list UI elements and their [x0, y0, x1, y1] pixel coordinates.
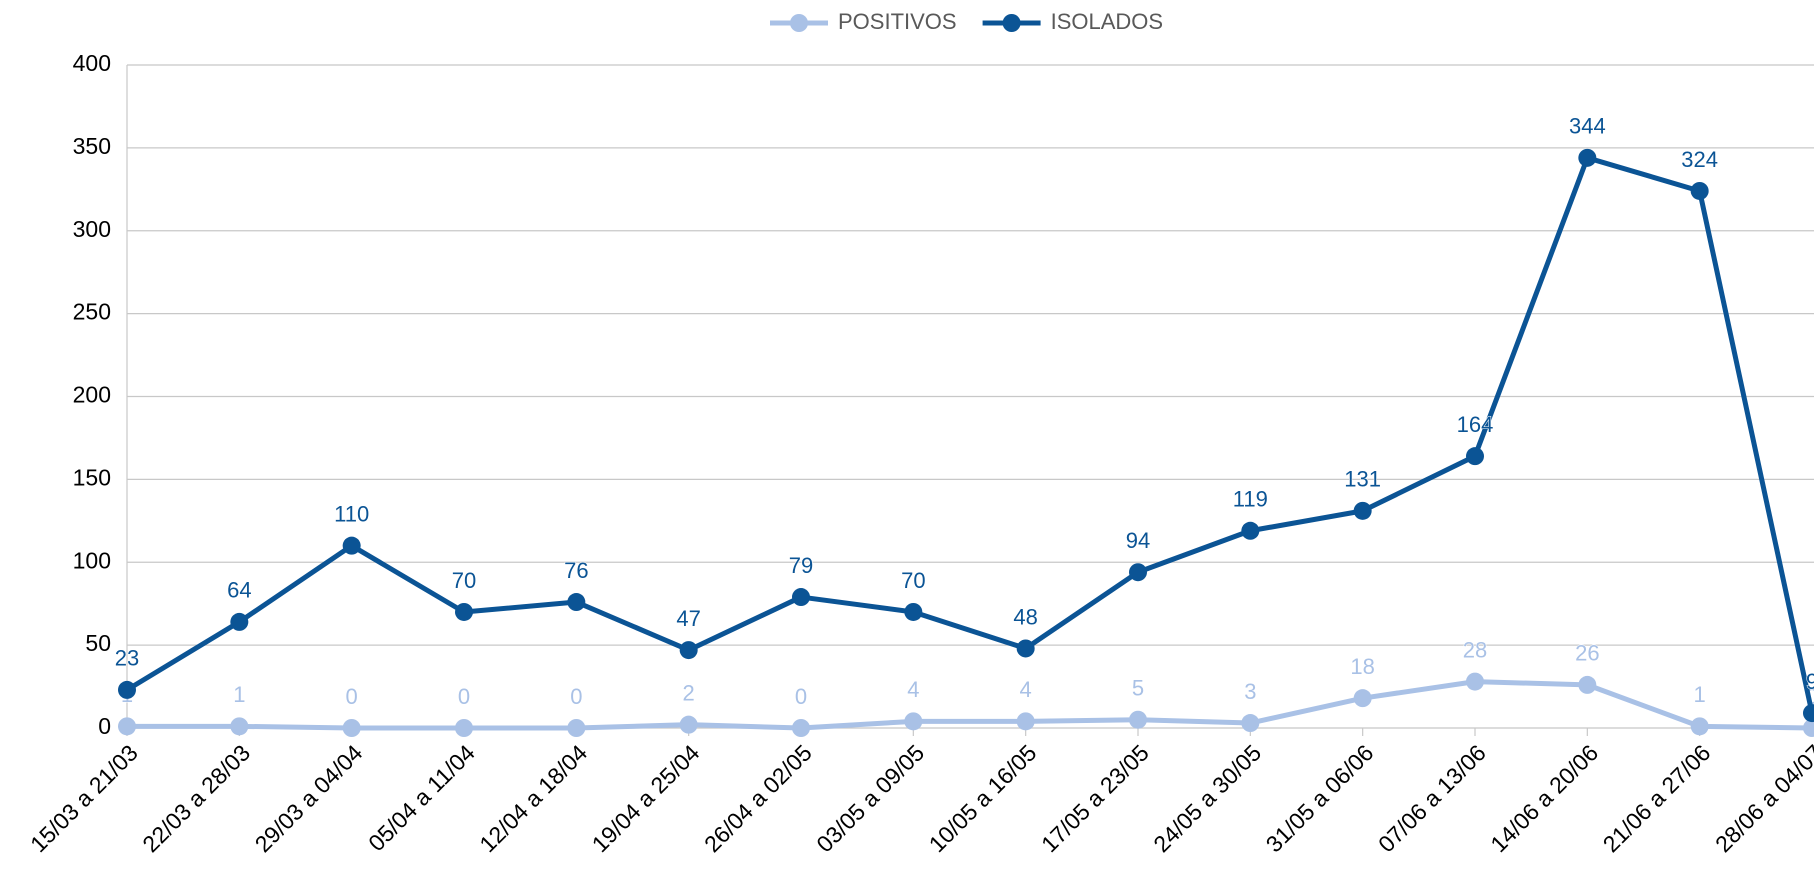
series-line: [125, 155, 1814, 714]
data-label: 344: [1569, 114, 1606, 139]
x-tick-label: 10/05 a 16/05: [924, 739, 1042, 857]
x-tick-label: 24/05 a 30/05: [1148, 739, 1266, 857]
x-tick-label: 15/03 a 21/03: [25, 739, 143, 857]
x-tick-label: 29/03 a 04/04: [250, 739, 368, 857]
point: [1353, 689, 1372, 708]
point: [1578, 148, 1597, 167]
x-tick-label: 19/04 a 25/04: [587, 739, 705, 857]
legend-item: POSITIVOS: [770, 9, 957, 34]
point: [792, 719, 810, 737]
point: [455, 602, 473, 621]
series-line: [127, 679, 1813, 731]
y-tick-label: 50: [85, 630, 111, 656]
data-label: 0: [795, 684, 807, 709]
point: [1578, 675, 1597, 694]
legend-label: POSITIVOS: [838, 9, 957, 34]
data-label: 9: [1806, 669, 1814, 694]
point: [342, 719, 361, 737]
data-label: 5: [1132, 676, 1144, 701]
point: [118, 717, 136, 736]
point: [230, 717, 249, 736]
y-tick-label: 100: [73, 547, 111, 573]
data-label: 94: [1126, 528, 1150, 553]
data-label: 0: [346, 684, 358, 709]
data-label: 4: [1020, 677, 1032, 702]
point: [1803, 719, 1814, 737]
x-tick-label: 14/06 a 20/06: [1485, 739, 1603, 857]
x-tick-label: 03/05 a 09/05: [811, 739, 929, 857]
point: [904, 712, 923, 731]
data-label: 26: [1575, 641, 1599, 666]
x-tick-label: 28/06 a 04/07: [1710, 739, 1814, 857]
point: [455, 719, 473, 737]
y-tick-label: 0: [98, 713, 111, 739]
y-tick-label: 150: [73, 464, 111, 490]
legend-marker: [790, 14, 808, 32]
point: [230, 612, 249, 631]
x-tick-label: 31/05 a 06/06: [1261, 739, 1379, 857]
data-label: 47: [676, 606, 700, 631]
data-label: 48: [1013, 604, 1037, 629]
point: [1241, 521, 1260, 540]
legend-label: ISOLADOS: [1051, 9, 1163, 34]
data-label: 0: [458, 684, 470, 709]
data-label: 1: [1694, 682, 1706, 707]
y-tick-label: 400: [73, 50, 111, 76]
point: [1353, 501, 1372, 520]
data-label: 28: [1463, 637, 1487, 662]
data-label: 4: [907, 677, 919, 702]
point: [567, 593, 586, 612]
y-tick-label: 300: [73, 216, 111, 242]
data-label: 18: [1350, 654, 1374, 679]
x-tick-label: 17/05 a 23/05: [1036, 739, 1154, 857]
data-label: 23: [115, 646, 139, 671]
x-tick-label: 05/04 a 11/04: [363, 739, 480, 856]
x-tick-label: 12/04 a 18/04: [474, 739, 592, 857]
data-label: 119: [1233, 487, 1268, 512]
point: [904, 602, 923, 621]
legend-item: ISOLADOS: [982, 9, 1163, 34]
y-tick-label: 250: [73, 299, 111, 325]
point: [1129, 563, 1147, 582]
data-label: 131: [1344, 467, 1381, 492]
data-label: 1: [233, 682, 245, 707]
data-label: 70: [452, 568, 476, 593]
legend-marker: [1002, 14, 1021, 32]
data-label: 2: [683, 680, 695, 705]
point: [792, 588, 810, 607]
y-tick-label: 350: [73, 133, 111, 159]
data-label: 79: [789, 553, 813, 578]
point: [1129, 710, 1147, 729]
data-label: 64: [227, 578, 251, 603]
data-label: 70: [901, 568, 925, 593]
x-tick-label: 21/06 a 27/06: [1598, 739, 1716, 857]
point: [1803, 704, 1814, 723]
data-label: 164: [1457, 412, 1494, 437]
point: [1466, 447, 1484, 466]
data-label: 0: [570, 684, 582, 709]
x-tick-label: 26/04 a 02/05: [699, 739, 817, 857]
x-tick-label: 07/06 a 13/06: [1373, 739, 1491, 857]
point: [1241, 714, 1260, 733]
point: [567, 719, 586, 737]
point: [1466, 672, 1484, 691]
point: [1016, 712, 1035, 731]
point: [679, 715, 698, 734]
point: [1690, 181, 1709, 200]
point: [1016, 639, 1035, 658]
y-tick-label: 200: [73, 382, 111, 408]
data-label: 3: [1244, 679, 1256, 704]
point: [679, 641, 698, 660]
data-label: 324: [1681, 147, 1718, 172]
point: [342, 536, 361, 555]
data-label: 110: [334, 501, 369, 526]
point: [1690, 717, 1709, 736]
x-tick-label: 22/03 a 28/03: [137, 739, 255, 857]
point: [118, 680, 136, 699]
data-label: 76: [564, 558, 588, 583]
